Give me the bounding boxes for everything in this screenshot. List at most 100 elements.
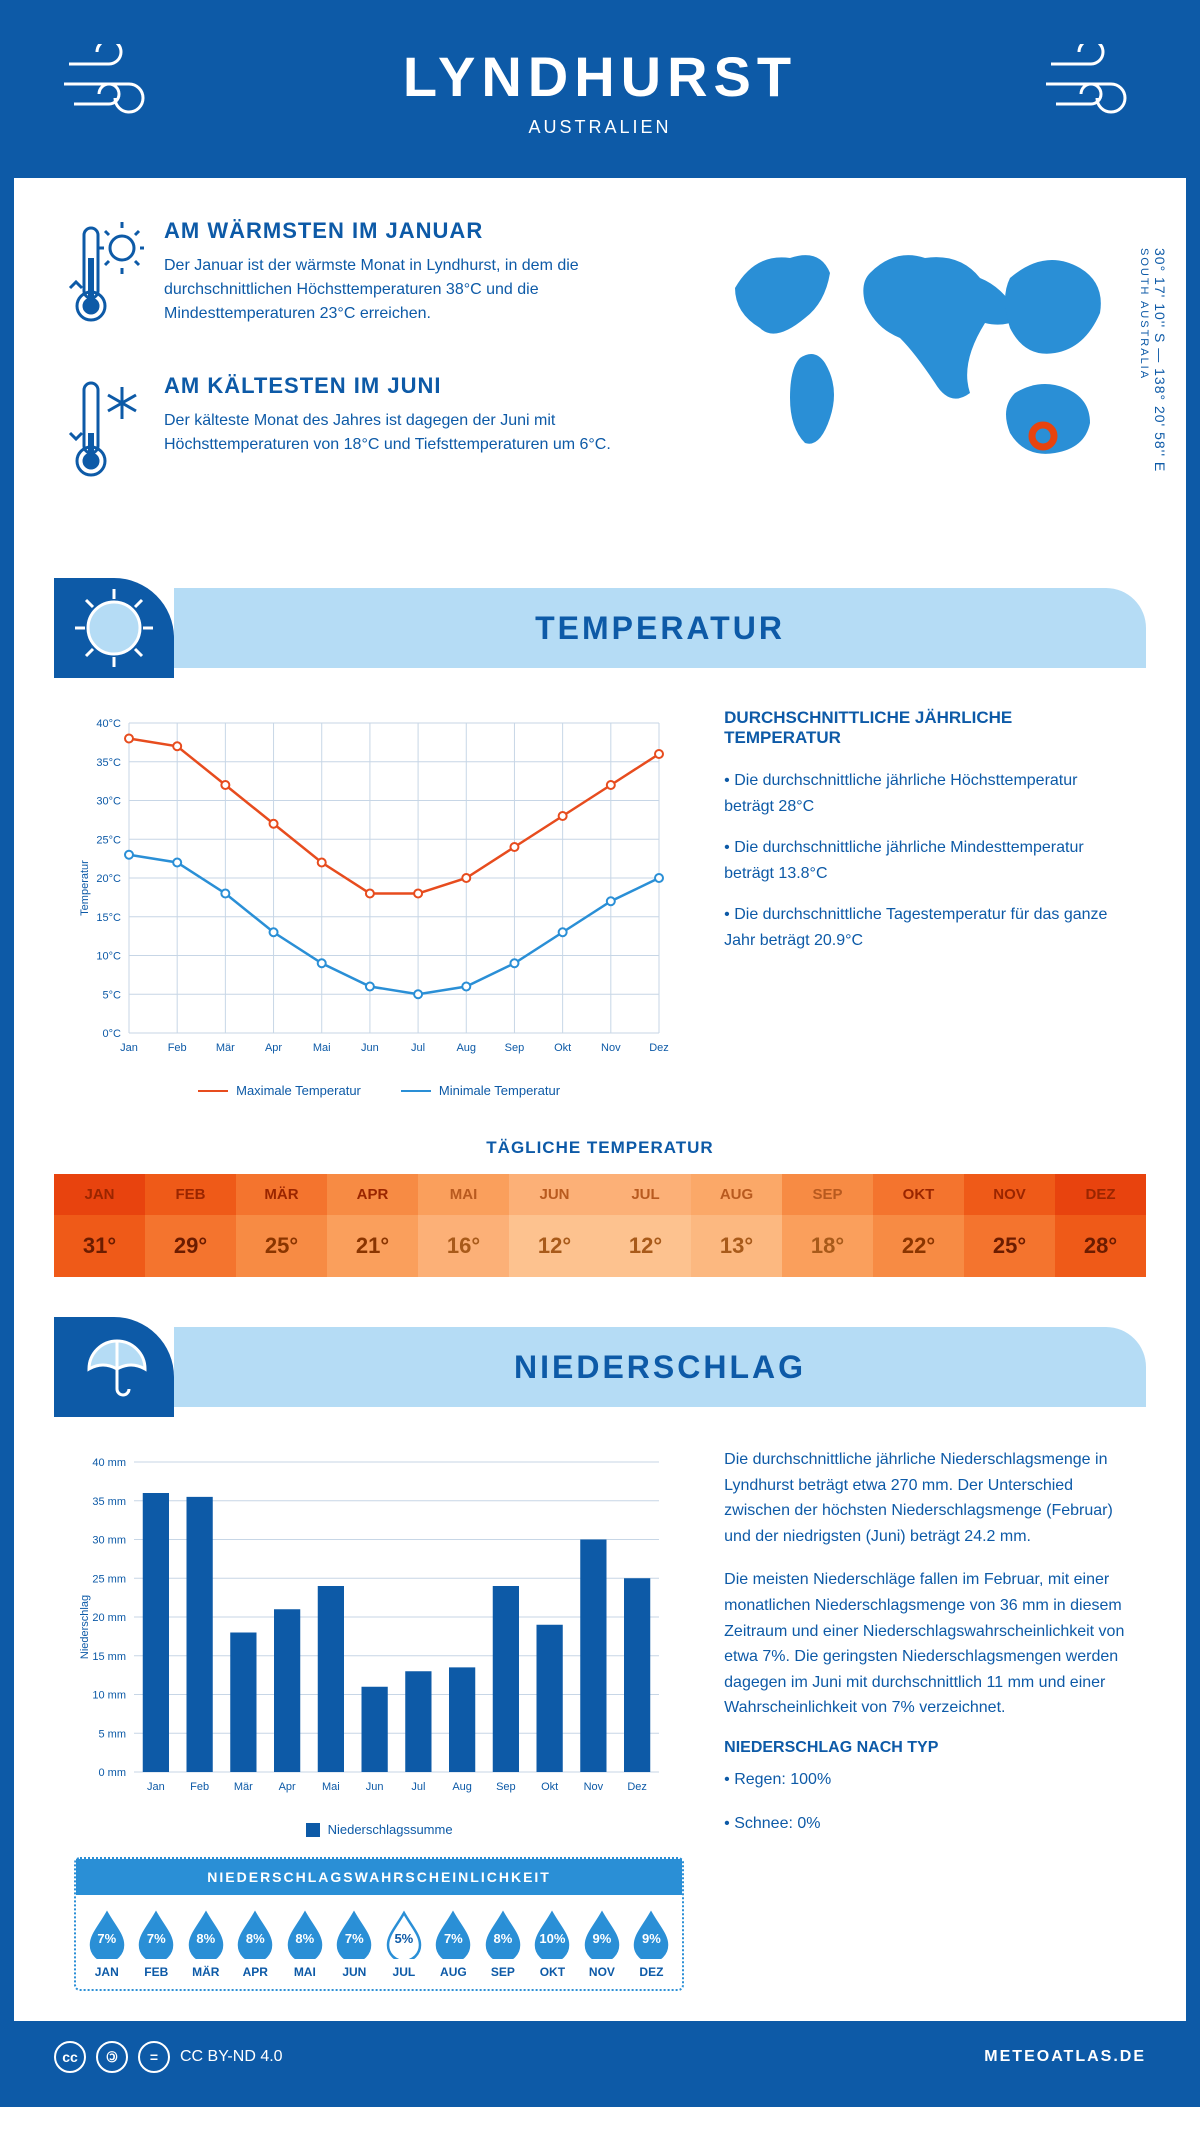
prob-cell: 8%SEP [480, 1909, 526, 1979]
coldest-heading: AM KÄLTESTEN IM JUNI [164, 373, 654, 399]
svg-text:30°C: 30°C [96, 796, 121, 808]
nd-icon: = [138, 2041, 170, 2073]
svg-text:35 mm: 35 mm [92, 1496, 126, 1508]
warmest-block: AM WÄRMSTEN IM JANUAR Der Januar ist der… [64, 218, 654, 343]
prob-cell: 8%APR [233, 1909, 279, 1979]
svg-text:Jun: Jun [366, 1781, 384, 1793]
temp-stats-heading: DURCHSCHNITTLICHE JÄHRLICHE TEMPERATUR [724, 708, 1126, 748]
svg-text:40 mm: 40 mm [92, 1457, 126, 1469]
prob-cell: 10%OKT [530, 1909, 576, 1979]
footer: cc 🄯 = CC BY-ND 4.0 METEOATLAS.DE [14, 2021, 1186, 2093]
svg-text:0 mm: 0 mm [99, 1767, 127, 1779]
svg-text:Feb: Feb [190, 1781, 209, 1793]
svg-text:Jul: Jul [411, 1781, 425, 1793]
footer-brand: METEOATLAS.DE [984, 2048, 1146, 2066]
svg-text:Nov: Nov [601, 1042, 621, 1054]
svg-text:35°C: 35°C [96, 757, 121, 769]
precip-section-header: NIEDERSCHLAG [54, 1317, 1146, 1417]
warmest-text: Der Januar ist der wärmste Monat in Lynd… [164, 254, 654, 326]
svg-text:Jul: Jul [411, 1042, 425, 1054]
svg-text:15 mm: 15 mm [92, 1651, 126, 1663]
svg-text:Okt: Okt [541, 1781, 558, 1793]
svg-text:Jun: Jun [361, 1042, 379, 1054]
svg-text:Mai: Mai [322, 1781, 340, 1793]
precip-text: Die durchschnittliche jährliche Niedersc… [724, 1447, 1126, 1991]
svg-text:Mär: Mär [216, 1042, 235, 1054]
temp-cell: AUG13° [691, 1174, 782, 1277]
temp-cell: SEP18° [782, 1174, 873, 1277]
svg-text:Temperatur: Temperatur [79, 860, 91, 916]
intro-section: AM WÄRMSTEN IM JANUAR Der Januar ist der… [14, 178, 1186, 558]
precip-prob-heading: NIEDERSCHLAGSWAHRSCHEINLICHKEIT [76, 1859, 682, 1895]
temperature-chart: 0°C5°C10°C15°C20°C25°C30°C35°C40°CJanFeb… [74, 708, 684, 1098]
svg-text:30 mm: 30 mm [92, 1535, 126, 1547]
header: LYNDHURST AUSTRALIEN [14, 14, 1186, 178]
temperature-title: TEMPERATUR [174, 588, 1146, 668]
svg-text:Niederschlag: Niederschlag [79, 1595, 91, 1659]
precip-probability-box: NIEDERSCHLAGSWAHRSCHEINLICHKEIT 7%JAN7%F… [74, 1857, 684, 1991]
temp-cell: FEB29° [145, 1174, 236, 1277]
prob-cell: 9%DEZ [629, 1909, 675, 1979]
temp-cell: JAN31° [54, 1174, 145, 1277]
temp-cell: MÄR25° [236, 1174, 327, 1277]
svg-text:Aug: Aug [452, 1781, 472, 1793]
sun-icon [54, 578, 174, 678]
svg-text:Jan: Jan [120, 1042, 138, 1054]
umbrella-icon [54, 1317, 174, 1417]
svg-text:Okt: Okt [554, 1042, 571, 1054]
page-subtitle: AUSTRALIEN [34, 117, 1166, 138]
temperature-section-header: TEMPERATUR [54, 578, 1146, 678]
svg-text:5°C: 5°C [103, 989, 122, 1001]
prob-cell: 7%AUG [431, 1909, 477, 1979]
svg-text:Dez: Dez [627, 1781, 647, 1793]
svg-text:Jan: Jan [147, 1781, 165, 1793]
svg-text:0°C: 0°C [103, 1028, 122, 1040]
page-title: LYNDHURST [34, 44, 1166, 109]
thermometer-hot-icon [64, 218, 144, 343]
thermometer-cold-icon [64, 373, 144, 498]
world-map [694, 218, 1136, 528]
svg-text:Feb: Feb [168, 1042, 187, 1054]
svg-text:25°C: 25°C [96, 834, 121, 846]
by-icon: 🄯 [96, 2041, 128, 2073]
temp-cell: OKT22° [873, 1174, 964, 1277]
temp-cell: NOV25° [964, 1174, 1055, 1277]
svg-text:Apr: Apr [265, 1042, 282, 1054]
temperature-stats: DURCHSCHNITTLICHE JÄHRLICHE TEMPERATUR •… [724, 708, 1126, 1098]
prob-cell: 5%JUL [381, 1909, 427, 1979]
temp-cell: MAI16° [418, 1174, 509, 1277]
temp-cell: JUL12° [600, 1174, 691, 1277]
temperature-legend: Maximale Temperatur Minimale Temperatur [74, 1083, 684, 1098]
svg-text:40°C: 40°C [96, 718, 121, 730]
svg-text:10 mm: 10 mm [92, 1690, 126, 1702]
precip-type-heading: NIEDERSCHLAG NACH TYP [724, 1739, 1126, 1757]
cc-icon: cc [54, 2041, 86, 2073]
svg-text:15°C: 15°C [96, 912, 121, 924]
daily-temp-heading: TÄGLICHE TEMPERATUR [14, 1138, 1186, 1158]
prob-cell: 7%JAN [84, 1909, 130, 1979]
svg-text:Apr: Apr [279, 1781, 296, 1793]
coldest-text: Der kälteste Monat des Jahres ist dagege… [164, 409, 654, 457]
temp-cell: DEZ28° [1055, 1174, 1146, 1277]
svg-text:10°C: 10°C [96, 951, 121, 963]
svg-text:Sep: Sep [505, 1042, 525, 1054]
svg-text:Mai: Mai [313, 1042, 331, 1054]
svg-text:Dez: Dez [649, 1042, 669, 1054]
precip-legend: Niederschlagssumme [74, 1822, 684, 1837]
wind-icon [54, 44, 164, 129]
svg-text:25 mm: 25 mm [92, 1573, 126, 1585]
daily-temp-table: JAN31°FEB29°MÄR25°APR21°MAI16°JUN12°JUL1… [54, 1174, 1146, 1277]
coldest-block: AM KÄLTESTEN IM JUNI Der kälteste Monat … [64, 373, 654, 498]
temp-cell: JUN12° [509, 1174, 600, 1277]
prob-cell: 9%NOV [579, 1909, 625, 1979]
prob-cell: 8%MAI [282, 1909, 328, 1979]
prob-cell: 7%FEB [134, 1909, 180, 1979]
prob-cell: 8%MÄR [183, 1909, 229, 1979]
svg-text:Mär: Mär [234, 1781, 253, 1793]
svg-text:Nov: Nov [584, 1781, 604, 1793]
svg-text:5 mm: 5 mm [99, 1728, 127, 1740]
wind-icon [1036, 44, 1146, 129]
warmest-heading: AM WÄRMSTEN IM JANUAR [164, 218, 654, 244]
temp-cell: APR21° [327, 1174, 418, 1277]
precip-chart: 0 mm5 mm10 mm15 mm20 mm25 mm30 mm35 mm40… [74, 1447, 684, 1837]
